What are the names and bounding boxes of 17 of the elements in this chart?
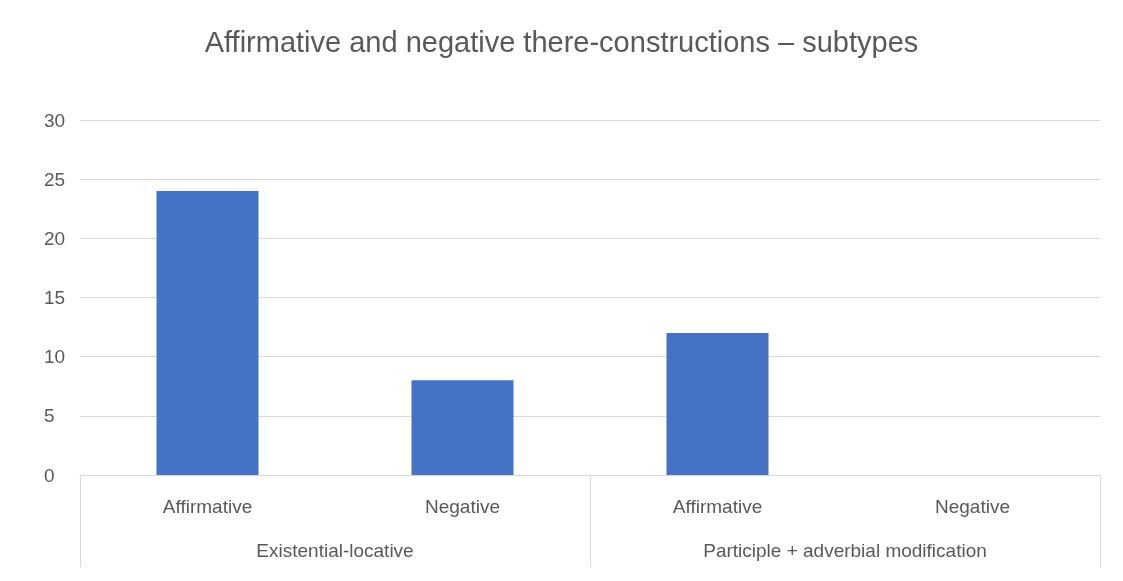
y-tick-label: 5 bbox=[44, 405, 55, 427]
x-tick-label: Affirmative bbox=[672, 496, 763, 517]
y-tick-label: 25 bbox=[44, 168, 66, 190]
y-tick-label: 10 bbox=[44, 346, 66, 368]
x-tick-label: Negative bbox=[935, 496, 1010, 517]
y-tick-label: 20 bbox=[44, 227, 66, 249]
chart-title: Affirmative and negative there-constructions – subtypes bbox=[204, 25, 919, 58]
x-tick-label: Negative bbox=[425, 496, 500, 517]
x-tick-label: Affirmative bbox=[162, 496, 253, 517]
bar bbox=[156, 191, 259, 475]
y-tick-label: 30 bbox=[44, 109, 66, 131]
y-tick-label: 15 bbox=[44, 287, 66, 308]
bar bbox=[666, 333, 769, 475]
y-tick-label: 0 bbox=[44, 464, 55, 486]
text: Existential-locative bbox=[256, 540, 414, 561]
text: Participle + adverbial modification bbox=[703, 540, 987, 561]
bar bbox=[411, 380, 514, 475]
